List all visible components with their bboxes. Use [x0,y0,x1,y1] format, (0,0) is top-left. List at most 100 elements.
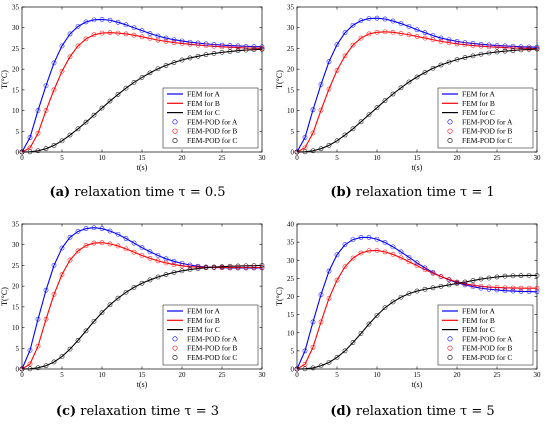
series-marker-4 [438,274,444,279]
series-marker-3 [518,44,524,50]
series-marker-4 [171,40,177,46]
series-marker-5 [155,66,161,72]
series-marker-4 [318,319,324,325]
series-marker-3 [302,135,308,140]
series-marker-3 [494,43,500,48]
series-marker-5 [235,263,241,269]
series-marker-5 [35,365,41,371]
series-marker-5 [294,366,300,372]
chart-panel-b: 0 5 10 15 20 25 30 0 5 10 15 20 25 30 35 t(s) T(°C) FEM f… [275,0,550,216]
series-marker-5 [406,79,412,85]
y-tick-label: 10 [12,324,20,332]
legend-label: FEM-POD for B [462,344,512,353]
series-marker-5 [382,98,388,104]
series-marker-4 [59,272,65,277]
series-marker-3 [526,44,532,50]
series-marker-4 [123,31,129,37]
series-marker-4 [342,53,348,59]
series-marker-3 [171,37,177,43]
x-tick-label: 15 [139,154,147,162]
series-marker-3 [326,268,332,274]
series-marker-5 [27,149,33,155]
y-tick-label: 30 [287,257,295,265]
series-marker-4 [251,45,257,51]
y-tick-label: 5 [16,128,20,136]
chart-panel-d: 0 5 10 15 20 25 30 0 5 10 15 20 25 30 35 40 t(s) T(°C) FEM… [275,217,550,433]
chart-c: 0 5 10 15 20 25 30 0 5 10 15 20 25 30 35 t(s) T(°C) FEM f… [0,221,266,390]
series-marker-4 [91,240,97,246]
caption-letter-a: (a) [49,185,71,200]
series-marker-3 [123,22,129,28]
series-marker-5 [179,57,185,63]
series-marker-5 [211,264,217,270]
x-axis-label: t(s) [137,163,148,172]
series-marker-3 [502,288,508,294]
series-marker-5 [398,294,404,300]
series-marker-3 [302,348,308,354]
series-marker-3 [123,236,129,241]
y-axis-label: T(°C) [0,70,9,89]
series-marker-3 [27,135,33,140]
series-marker-3 [534,289,540,295]
x-tick-label: 10 [374,371,382,379]
series-marker-3 [470,41,476,46]
series-marker-5 [518,273,524,279]
series-marker-5 [19,149,25,155]
series-marker-5 [294,149,300,155]
series-marker-4 [195,42,201,48]
series-marker-4 [259,265,265,270]
series-marker-4 [115,243,121,249]
series-marker-3 [131,240,137,246]
series-marker-5 [350,126,356,132]
series-line-2 [296,48,538,153]
series-marker-5 [478,276,484,282]
series-marker-4 [318,107,324,113]
y-tick-label: 35 [287,239,295,247]
series-marker-3 [227,43,233,48]
series-marker-5 [326,360,332,365]
series-marker-5 [83,119,89,125]
x-tick-label: 5 [60,371,64,379]
series-marker-5 [454,57,460,63]
series-marker-4 [67,54,73,60]
series-marker-4 [422,267,428,273]
series-marker-3 [494,287,500,293]
series-marker-5 [123,289,129,295]
series-marker-4 [187,264,193,270]
series-marker-3 [422,30,428,36]
series-marker-4 [302,361,308,367]
caption-text-a: relaxation time τ = 0.5 [74,185,226,200]
series-marker-5 [422,70,428,75]
x-tick-label: 15 [414,154,422,162]
series-marker-5 [235,48,241,54]
series-marker-5 [259,263,265,268]
series-marker-4 [51,87,57,93]
series-marker-3 [374,15,380,21]
caption-c: (c) relaxation time τ = 3 [0,404,275,419]
series-marker-4 [494,285,500,290]
series-marker-5 [422,286,428,292]
series-marker-5 [75,126,81,132]
series-marker-4 [358,35,364,41]
series-marker-5 [251,47,257,53]
caption-a: (a) relaxation time τ = 0.5 [0,185,275,200]
series-marker-5 [107,302,113,308]
series-marker-3 [486,42,492,48]
series-marker-4 [454,279,460,285]
series-marker-5 [390,91,396,97]
series-marker-3 [139,245,145,251]
series-marker-3 [235,43,241,49]
series-marker-4 [446,40,452,46]
series-marker-5 [534,46,540,52]
series-marker-3 [83,226,89,231]
caption-letter-d: (d) [330,404,352,419]
y-tick-label: 25 [12,45,20,53]
series-marker-5 [251,263,257,269]
series-marker-4 [155,37,161,43]
legend-label: FEM for B [462,99,495,108]
series-marker-5 [430,65,436,71]
y-tick-label: 30 [287,24,295,32]
y-tick-label: 35 [12,221,20,229]
series-line-1 [21,32,263,153]
series-marker-5 [131,284,137,290]
